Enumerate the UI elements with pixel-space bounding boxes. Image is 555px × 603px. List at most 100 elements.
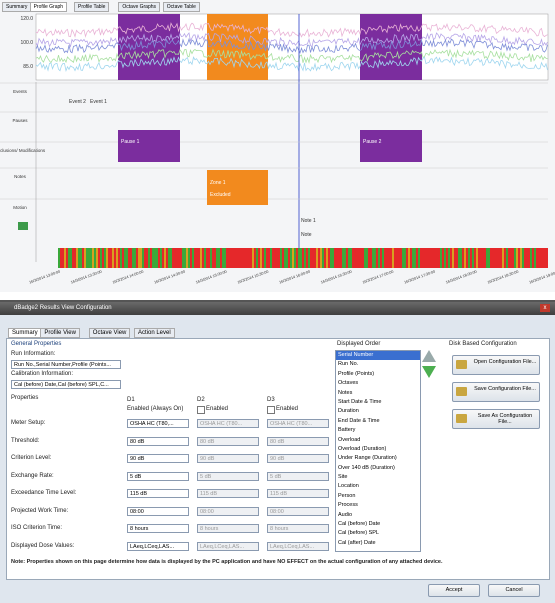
tab[interactable]: Summary: [8, 328, 42, 338]
tab[interactable]: Profile Table: [74, 2, 110, 12]
motion-strip: [370, 248, 372, 268]
tab[interactable]: Profile View: [40, 328, 80, 338]
list-item[interactable]: Overload (Duration): [338, 445, 387, 452]
list-item[interactable]: Location: [338, 483, 359, 490]
tab[interactable]: Profile Graph: [29, 2, 68, 12]
property-label: Exchange Rate:: [11, 472, 54, 479]
move-up[interactable]: [422, 350, 436, 362]
tab[interactable]: Action Level: [134, 328, 175, 338]
motion-strip: [174, 248, 176, 268]
list-item[interactable]: Octaves: [338, 380, 359, 387]
list-item[interactable]: Cal (after) Date: [338, 539, 376, 546]
motion-strip: [322, 248, 324, 268]
motion-strip: [70, 248, 72, 268]
combo[interactable]: 5 dB: [197, 471, 259, 481]
combo[interactable]: LAeq,LCeq,LAS...: [267, 541, 329, 551]
combo[interactable]: 115 dB: [127, 489, 189, 498]
motion-button: [18, 222, 28, 230]
motion-strip: [310, 248, 312, 268]
property-label: Criterion Level:: [11, 455, 52, 461]
combo[interactable]: LAeq,LCeq,LAS...: [127, 541, 189, 551]
motion-strip: [388, 248, 390, 268]
list-item[interactable]: Process: [338, 502, 358, 509]
title-bar: dBadge2 Results View Configuration x: [0, 302, 555, 315]
tab[interactable]: Summary: [2, 2, 32, 12]
disk-button[interactable]: Save Configuration File...: [452, 382, 540, 402]
motion-strip: [62, 248, 64, 268]
cancel-button[interactable]: Cancel: [488, 584, 540, 597]
combo[interactable]: 08:00: [197, 506, 259, 516]
combo[interactable]: 90 dB: [127, 454, 189, 463]
list-item[interactable]: Serial Number: [336, 351, 420, 361]
combo[interactable]: Run No.,Serial Number,Profile (Points...: [11, 360, 121, 369]
disk-button[interactable]: Save As Configuration File...: [452, 409, 540, 429]
motion-strip: [356, 248, 358, 268]
combo[interactable]: 8 hours: [197, 524, 259, 533]
motion-strip: [534, 248, 536, 268]
list-item[interactable]: Cal (before) Date: [338, 521, 381, 528]
checkbox[interactable]: [267, 406, 275, 414]
motion-strip: [162, 248, 164, 268]
motion-strip: [406, 248, 408, 268]
combo[interactable]: 8 hours: [127, 524, 189, 533]
list-item[interactable]: Person: [338, 492, 356, 499]
combo[interactable]: 90 dB: [197, 454, 259, 463]
checkbox[interactable]: [197, 406, 205, 414]
list-item[interactable]: Duration: [338, 408, 359, 415]
combo[interactable]: 08:00: [127, 506, 189, 516]
pause-block: [118, 130, 180, 162]
tab[interactable]: Octave Table: [162, 2, 200, 12]
motion-strip: [498, 248, 500, 268]
tab[interactable]: Octave Graphs: [118, 2, 161, 12]
list-item[interactable]: Audio: [338, 511, 353, 518]
combo[interactable]: 80 dB: [127, 436, 189, 446]
combo[interactable]: 80 dB: [267, 436, 329, 446]
list-item[interactable]: Battery: [338, 427, 356, 434]
combo[interactable]: Cal (before) Date,Cal (before) SPL,C...: [11, 380, 121, 389]
combo[interactable]: 5 dB: [127, 471, 189, 481]
motion-strip: [480, 248, 482, 268]
order-list[interactable]: Serial Number Run No. Profile (Points) Octa…: [335, 350, 421, 552]
list-item[interactable]: Under Range (Duration): [338, 455, 397, 462]
motion-strip: [452, 248, 454, 268]
motion-strip: [394, 248, 396, 268]
motion-strip: [84, 248, 86, 268]
heading: Disk Based Configuration: [449, 341, 517, 347]
combo[interactable]: 115 dB: [267, 489, 329, 498]
motion-strip: [536, 248, 538, 268]
motion-strip: [546, 248, 548, 268]
list-item[interactable]: Notes: [338, 389, 353, 396]
x-tick-label: 16/3/2014 17:00:00: [362, 270, 394, 285]
combo[interactable]: 5 dB: [267, 471, 329, 481]
list-item[interactable]: Cal (before) SPL: [338, 530, 379, 537]
combo[interactable]: OSHA HC (T80,...: [127, 419, 189, 428]
list-item[interactable]: Over 140 dB (Duration): [338, 464, 395, 471]
list-item[interactable]: Site: [338, 474, 348, 481]
motion-strip: [76, 248, 78, 268]
combo[interactable]: 80 dB: [197, 436, 259, 446]
motion-strip: [420, 248, 422, 268]
property-label: Threshold:: [11, 437, 40, 444]
combo[interactable]: 90 dB: [267, 454, 329, 463]
list-item[interactable]: Overload: [338, 436, 361, 443]
motion-strip: [206, 248, 208, 268]
tab[interactable]: Octave View: [88, 328, 131, 338]
combo[interactable]: 115 dB: [197, 489, 259, 498]
accept-button[interactable]: Accept: [428, 584, 480, 597]
list-item[interactable]: Profile (Points): [338, 370, 375, 377]
combo[interactable]: LAeq,LCeq,LAS...: [197, 541, 259, 551]
row-label: Motion: [13, 205, 27, 210]
move-down[interactable]: [422, 366, 436, 378]
note: Note: Properties shown on this page dete…: [11, 559, 443, 565]
disk-button[interactable]: Open Configuration File...: [452, 355, 540, 375]
combo[interactable]: 8 hours: [267, 524, 329, 533]
list-item[interactable]: Run No.: [338, 361, 359, 368]
combo[interactable]: 08:00: [267, 506, 329, 516]
combo[interactable]: OSHA HC (T80...: [267, 419, 329, 428]
list-item[interactable]: End Date & Time: [338, 417, 380, 424]
combo[interactable]: OSHA HC (T80...: [197, 419, 259, 428]
motion-strip: [238, 248, 240, 268]
list-item[interactable]: Start Date & Time: [338, 398, 382, 405]
close-button[interactable]: x: [540, 304, 550, 312]
motion-strip: [92, 248, 94, 268]
